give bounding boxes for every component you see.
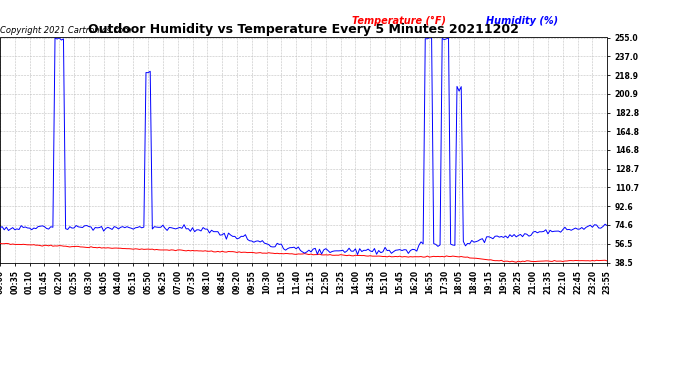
Text: Temperature (°F): Temperature (°F): [352, 16, 446, 26]
Title: Outdoor Humidity vs Temperature Every 5 Minutes 20211202: Outdoor Humidity vs Temperature Every 5 …: [88, 23, 519, 36]
Text: Copyright 2021 Cartronics.com: Copyright 2021 Cartronics.com: [0, 26, 131, 35]
Text: Humidity (%): Humidity (%): [486, 16, 558, 26]
